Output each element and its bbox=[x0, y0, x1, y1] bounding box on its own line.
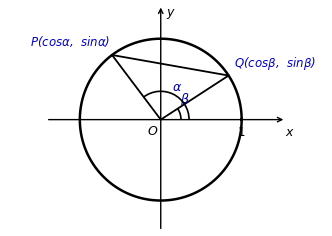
Text: α: α bbox=[173, 81, 181, 94]
Text: P(cos$\alpha$,  sin$\alpha$): P(cos$\alpha$, sin$\alpha$) bbox=[30, 34, 111, 49]
Text: Q(cos$\beta$,  sin$\beta$): Q(cos$\beta$, sin$\beta$) bbox=[234, 55, 316, 72]
Text: O: O bbox=[148, 125, 158, 138]
Text: 1: 1 bbox=[238, 126, 245, 139]
Text: β: β bbox=[180, 93, 188, 106]
Text: x: x bbox=[285, 126, 293, 139]
Text: y: y bbox=[166, 5, 174, 19]
